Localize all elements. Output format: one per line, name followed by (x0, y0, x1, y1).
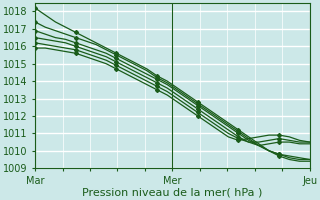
X-axis label: Pression niveau de la mer( hPa ): Pression niveau de la mer( hPa ) (82, 187, 262, 197)
